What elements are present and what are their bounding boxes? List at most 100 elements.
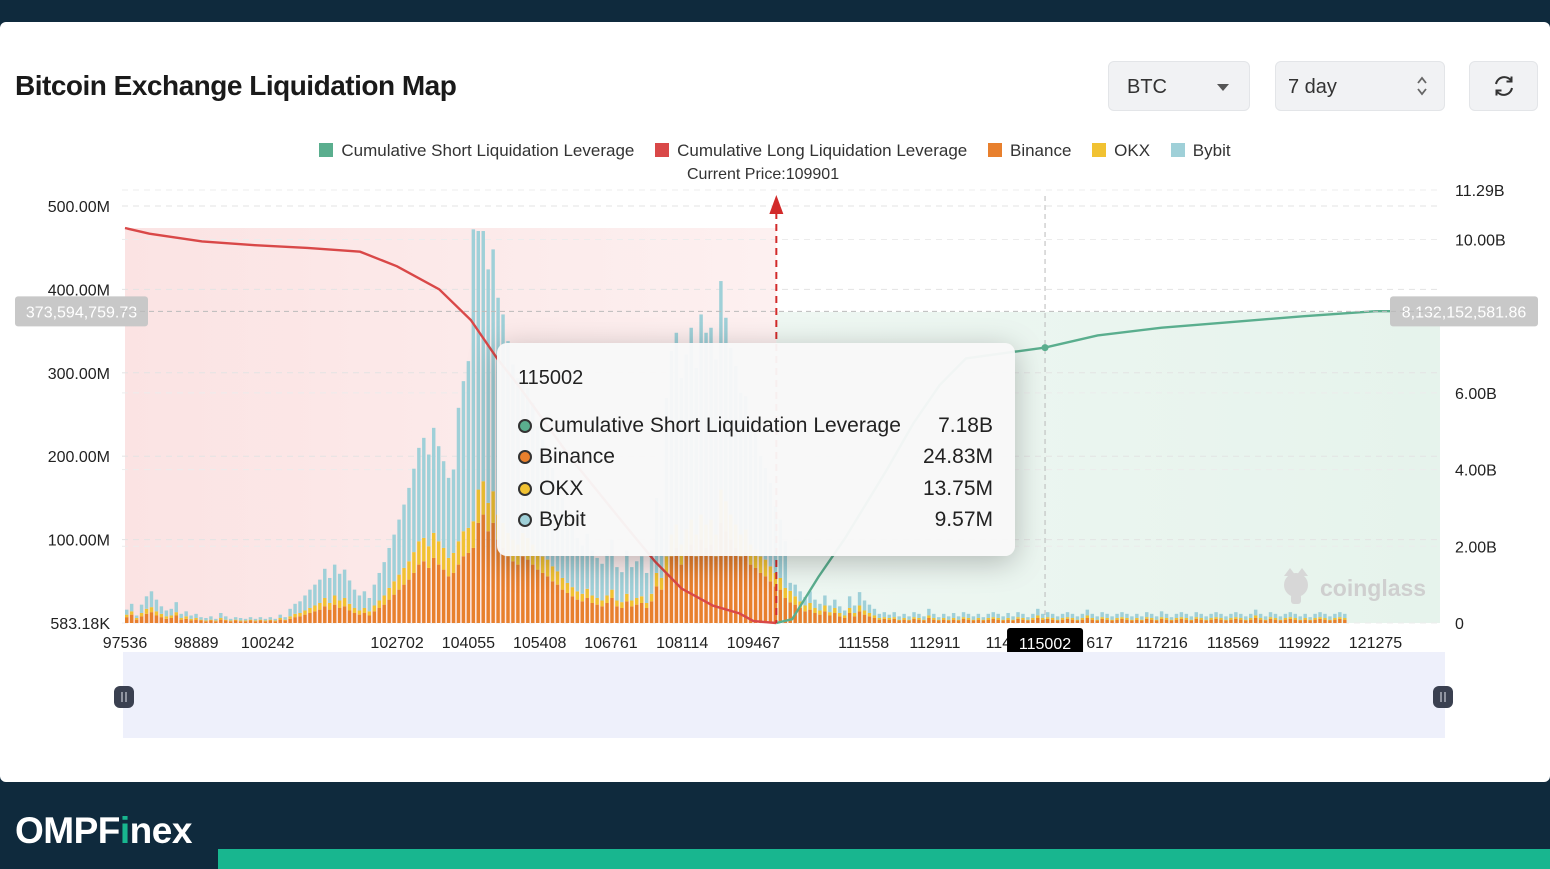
bar-okx <box>144 608 149 614</box>
bar-binance <box>862 614 867 623</box>
bar-bybit <box>1328 616 1332 620</box>
bar-binance <box>1041 619 1045 623</box>
bar-okx <box>1100 617 1104 619</box>
current-price-arrow-icon <box>769 195 784 214</box>
bar-binance <box>342 606 347 623</box>
bar-okx <box>1328 619 1332 621</box>
bar-bybit <box>422 437 426 538</box>
bar-bybit <box>615 567 619 601</box>
legend-item-bybit[interactable]: Bybit <box>1170 141 1231 161</box>
bar-bybit <box>1100 612 1104 618</box>
bar-okx <box>1278 619 1283 621</box>
range-slider-track[interactable] <box>123 652 1445 738</box>
bar-bybit <box>1105 613 1109 618</box>
bar-okx <box>189 618 193 621</box>
bar-okx <box>258 619 263 621</box>
x-tick-label: 102702 <box>370 635 423 652</box>
bar-bybit <box>907 616 911 620</box>
bar-okx <box>1234 617 1238 619</box>
bar-okx <box>625 593 629 602</box>
bar-binance <box>664 572 669 623</box>
bar-bybit <box>1194 612 1198 618</box>
bar-bybit <box>842 610 847 616</box>
bar-bybit <box>595 557 599 598</box>
bar-binance <box>1278 620 1283 623</box>
range-slider-right-handle[interactable] <box>1433 686 1453 708</box>
bar-bybit <box>1278 616 1283 620</box>
bar-binance <box>461 556 466 623</box>
bar-binance <box>961 618 966 623</box>
bar-bybit <box>491 249 495 492</box>
refresh-button[interactable] <box>1469 61 1538 111</box>
range-slider-left-handle[interactable] <box>114 686 134 708</box>
bar-okx <box>451 552 456 573</box>
bar-binance <box>427 567 431 623</box>
bar-binance <box>833 612 837 623</box>
crosshair-right-badge-label: 8,132,152,581.86 <box>1402 304 1527 321</box>
bar-okx <box>1214 617 1218 619</box>
bar-binance <box>1268 618 1273 623</box>
bar-okx <box>1070 618 1075 620</box>
legend-item-short[interactable]: Cumulative Short Liquidation Leverage <box>319 141 634 161</box>
bar-binance <box>1234 618 1238 623</box>
bar-binance <box>1333 619 1337 623</box>
bar-binance <box>1070 619 1075 623</box>
bar-binance <box>1229 619 1233 623</box>
range-slider[interactable] <box>114 652 1453 738</box>
bar-binance <box>417 564 421 623</box>
bar-okx <box>1164 618 1169 620</box>
bar-okx <box>169 615 174 618</box>
bar-okx <box>1229 618 1233 620</box>
bar-binance <box>209 620 213 623</box>
bar-binance <box>674 547 679 623</box>
bar-binance <box>838 616 842 623</box>
bar-binance <box>1095 620 1099 623</box>
bar-bybit <box>922 616 926 620</box>
bar-binance <box>852 616 857 623</box>
bar-binance <box>337 607 342 623</box>
bar-binance <box>976 619 981 623</box>
bar-okx <box>635 597 639 605</box>
bar-bybit <box>417 447 421 542</box>
bar-binance <box>456 564 461 623</box>
bar-binance <box>857 611 862 623</box>
bar-okx <box>956 619 961 621</box>
bar-binance <box>481 514 485 623</box>
bar-binance <box>768 581 773 623</box>
legend-item-long[interactable]: Cumulative Long Liquidation Leverage <box>655 141 967 161</box>
bar-binance <box>1244 620 1248 623</box>
bar-bybit <box>253 618 258 621</box>
bar-binance <box>1204 620 1208 623</box>
bar-okx <box>278 618 282 620</box>
bar-bybit <box>991 612 995 618</box>
bar-okx <box>1065 617 1070 619</box>
bar-okx <box>154 611 159 616</box>
period-select[interactable]: 7 day <box>1275 61 1445 111</box>
bar-okx <box>427 546 431 568</box>
coin-select[interactable]: BTC <box>1108 61 1250 111</box>
bar-bybit <box>169 608 174 616</box>
bar-bybit <box>1174 613 1179 618</box>
bar-bybit <box>649 550 654 594</box>
bar-bybit <box>585 533 589 589</box>
legend-item-binance[interactable]: Binance <box>987 141 1071 161</box>
bar-okx <box>664 556 669 573</box>
bar-binance <box>1318 618 1322 623</box>
bar-binance <box>238 621 243 623</box>
bar-binance <box>1164 619 1169 623</box>
bar-okx <box>951 618 956 620</box>
crosshair-left-badge-bg <box>15 296 148 327</box>
bar-okx <box>248 619 253 621</box>
legend-swatch-bybit <box>1170 143 1185 157</box>
bar-binance <box>580 601 584 623</box>
y-right-tick-label: 0 <box>1455 616 1464 633</box>
bar-okx <box>204 620 208 622</box>
bar-binance <box>699 539 703 623</box>
legend-item-okx[interactable]: OKX <box>1092 141 1150 161</box>
bar-okx <box>600 600 604 607</box>
bar-okx <box>981 619 986 621</box>
bar-bybit <box>139 604 144 613</box>
x-tick-label: 108114 <box>656 635 708 652</box>
y-right-tick-label: 4.00B <box>1455 463 1497 480</box>
bar-okx <box>823 605 827 612</box>
